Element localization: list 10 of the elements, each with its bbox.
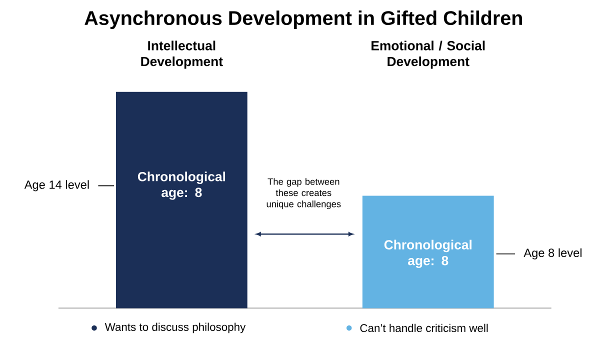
chart-title: Asynchronous Development in Gifted Children bbox=[84, 10, 522, 30]
annotation: The gap between these creates unique challenges bbox=[266, 178, 341, 210]
x-tick-label: Intellectual Development bbox=[141, 40, 223, 69]
text: Can’t handle criticism well bbox=[360, 324, 488, 332]
x-tick-label: Emotional / Social Development bbox=[372, 40, 485, 69]
annotation: Age 8 level bbox=[524, 248, 582, 260]
annotation: Age 14 level bbox=[24, 180, 89, 192]
annotation: Chronological age: 8 bbox=[384, 240, 472, 268]
text: Wants to discuss philosophy bbox=[104, 322, 246, 334]
annotation: Chronological age: 8 bbox=[138, 172, 226, 200]
